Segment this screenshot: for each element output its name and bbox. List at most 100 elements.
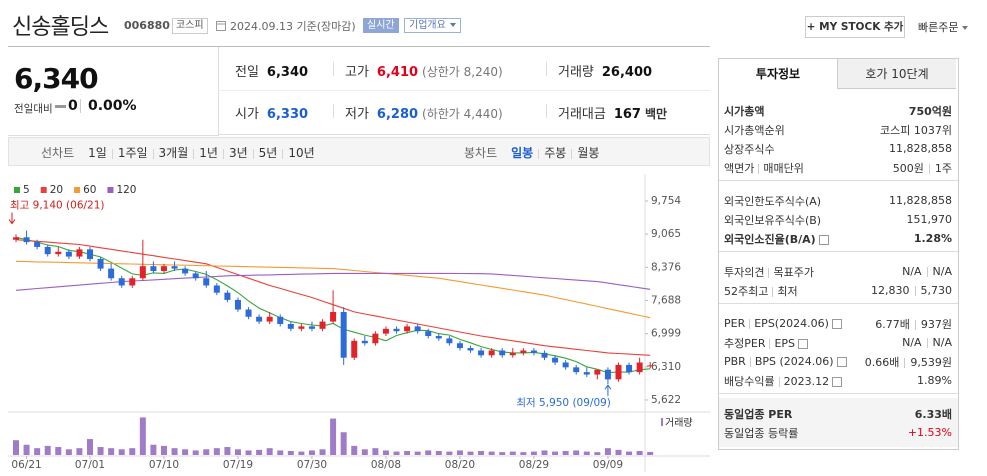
- quote-label: 거래대금: [558, 107, 606, 122]
- candle-body: [234, 299, 241, 310]
- tab-group: 선차트 1일 1주일 3개월 1년 3년 5년 10년: [41, 144, 315, 161]
- volume-bar: [499, 452, 506, 455]
- info-label: 매매단위: [763, 161, 804, 175]
- quote-value: 6,280: [376, 107, 419, 122]
- info-values: 1.89%: [917, 374, 952, 387]
- separator: [749, 357, 751, 367]
- tab-option[interactable]: 3년: [228, 146, 248, 160]
- volume-bar: [488, 451, 495, 455]
- volume-bar: [150, 444, 157, 455]
- overview-dropdown[interactable]: 기업개요: [404, 18, 461, 33]
- quote-label: 전일: [235, 65, 259, 80]
- candle-body: [541, 352, 548, 358]
- info-value: N/A: [902, 265, 922, 278]
- chart: 9,754 9,065 8,376 7,688 6,999 6,310 5,622 06/21…: [8, 174, 710, 472]
- help-icon: [836, 357, 847, 367]
- info-label: 액면가: [724, 161, 755, 175]
- tab-option[interactable]: 월봉: [577, 146, 600, 160]
- candle-body: [604, 369, 611, 380]
- separator: [926, 267, 928, 277]
- info-labels: 외국인한도주식수(A): [724, 193, 821, 209]
- volume-bar: [552, 451, 559, 455]
- volume-bar: [393, 451, 400, 455]
- y-tick-label: 9,065: [651, 228, 681, 240]
- info-labels: 상장주식수: [724, 141, 775, 157]
- info-label: 투자의견: [724, 265, 765, 279]
- mystock-button[interactable]: + MY STOCK 추가: [805, 16, 905, 38]
- tab-option[interactable]: 3개월: [158, 146, 189, 160]
- info-label: 배당수익률: [724, 374, 775, 388]
- legend-swatch: [74, 187, 81, 193]
- info-labels: 시가총액: [724, 103, 764, 119]
- tab-option[interactable]: 1일: [88, 146, 107, 160]
- volume-bar: [287, 451, 294, 455]
- panel-tab[interactable]: 호가 10단계: [837, 59, 956, 89]
- info-label: 동일업종 PER: [724, 407, 793, 421]
- info-values: N/A N/A: [902, 265, 952, 278]
- volume-bar: [478, 451, 485, 455]
- legend-label: 5: [23, 184, 30, 196]
- info-label: 추정PER: [724, 336, 766, 350]
- candle-body: [626, 364, 633, 373]
- candle-body: [552, 357, 559, 363]
- candle-body: [23, 237, 30, 243]
- info-labels: 배당수익률 2023.12: [724, 373, 843, 389]
- tab-option[interactable]: 10년: [288, 146, 315, 160]
- y-tick-label: 8,376: [651, 261, 681, 273]
- realtime-tag[interactable]: 실시간: [363, 18, 399, 33]
- candle-body: [86, 249, 93, 259]
- info-row: 외국인보유주식수(B) 151,970: [724, 210, 952, 229]
- info-value: N/A: [902, 336, 922, 349]
- legend-label: 120: [116, 184, 136, 196]
- tab-separator: [571, 148, 573, 159]
- change-value: 0: [68, 98, 78, 114]
- x-tick-label: 08/08: [371, 459, 401, 471]
- candle-body: [361, 340, 368, 344]
- candle-body: [13, 237, 19, 240]
- candle-body: [287, 323, 294, 329]
- quote-label: 시가: [235, 107, 259, 122]
- tab-option[interactable]: 주봉: [544, 146, 567, 160]
- info-row: 액면가 매매단위 500원 1주: [724, 158, 952, 177]
- volume-bar: [467, 451, 474, 455]
- change-label: 전일대비: [14, 103, 53, 115]
- info-labels: PER EPS(2024.06): [724, 317, 842, 330]
- volume-bar: [224, 447, 231, 455]
- tab-option[interactable]: 5년: [258, 146, 278, 160]
- volume-bar: [298, 451, 305, 455]
- y-tick-label: 6,310: [651, 361, 681, 373]
- tab-option[interactable]: 일봉: [511, 146, 534, 160]
- quick-order[interactable]: 빠른주문: [918, 19, 969, 35]
- y-tick-label: 5,622: [651, 394, 681, 406]
- info-label: 시가총액순위: [724, 123, 785, 137]
- candle-body: [456, 343, 463, 349]
- candle-body: [97, 258, 104, 269]
- info-row: 시가총액순위 코스피 1037위: [724, 120, 952, 139]
- tab-separator: [538, 148, 540, 159]
- y-tick-label: 6,999: [651, 328, 681, 340]
- legend-label: 20: [50, 184, 63, 196]
- tab-option[interactable]: 1년: [199, 146, 218, 160]
- info-value: 5,730: [920, 284, 953, 297]
- volume-bar: [13, 440, 19, 455]
- x-tick-label: 07/10: [149, 459, 179, 471]
- divider: [80, 99, 81, 113]
- info-value: 1주: [934, 161, 952, 175]
- volume-bar: [382, 450, 389, 455]
- quote-cell: 전일 6,340: [235, 61, 308, 80]
- market-tag: 코스피: [172, 18, 208, 34]
- tab-separator: [193, 148, 195, 159]
- info-values: 0.66배 9,539원: [865, 354, 952, 370]
- candle-body: [467, 348, 474, 351]
- y-tick-label: 9,754: [651, 195, 681, 207]
- legend-swatch: [14, 187, 20, 193]
- panel-tab[interactable]: 투자정보: [719, 59, 837, 89]
- volume-bar: [351, 445, 358, 455]
- candle-body: [404, 326, 411, 332]
- candle-body: [488, 350, 495, 356]
- price-box: [8, 47, 219, 136]
- annotation: 최저 5,950 (09/09): [516, 397, 611, 409]
- tab-option[interactable]: 1주일: [117, 146, 148, 160]
- info-row: 추정PER EPS N/A N/A: [724, 333, 952, 352]
- volume-bar: [594, 452, 601, 455]
